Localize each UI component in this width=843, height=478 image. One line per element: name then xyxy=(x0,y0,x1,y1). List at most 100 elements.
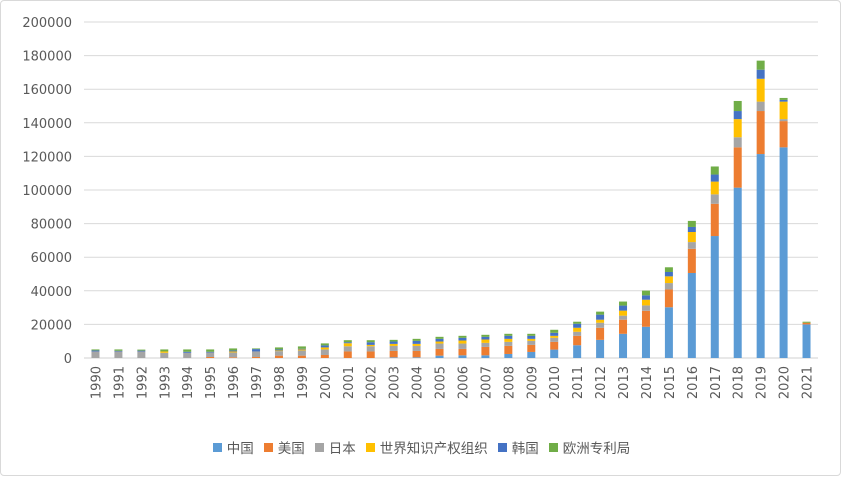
bar-segment xyxy=(343,351,352,358)
bar-segment xyxy=(664,289,673,308)
bar-segment xyxy=(527,344,536,352)
x-tick-label: 2018 xyxy=(732,366,747,399)
bar-segment xyxy=(779,147,788,358)
bar-segment xyxy=(619,315,628,320)
bar-segment xyxy=(779,99,788,102)
y-tick-label: 40000 xyxy=(31,285,72,300)
bar-segment xyxy=(733,111,742,120)
bar-segment xyxy=(641,326,650,358)
bar-segment xyxy=(619,310,628,316)
bar-segment xyxy=(412,350,421,358)
bar-segment xyxy=(527,333,536,336)
x-tick-label: 2001 xyxy=(342,366,357,399)
legend-swatch xyxy=(263,442,273,452)
bar-segment xyxy=(206,352,215,357)
bar-segment xyxy=(710,203,719,237)
bar-segment xyxy=(481,342,490,347)
bar-segment xyxy=(229,357,238,358)
x-tick-label: 2015 xyxy=(663,366,678,399)
bar-segment xyxy=(320,343,329,346)
y-tick-label: 200000 xyxy=(22,16,72,31)
bar-segment xyxy=(206,349,215,352)
bar-segment xyxy=(527,340,536,345)
bar-segment xyxy=(641,310,650,327)
bar-segment xyxy=(596,339,605,358)
bar-segment xyxy=(389,350,398,358)
x-tick-label: 1996 xyxy=(227,366,242,399)
y-tick-label: 60000 xyxy=(31,251,72,266)
bar-segment xyxy=(435,343,444,349)
bar-segment xyxy=(91,350,100,352)
legend-label: 世界知识产权组织 xyxy=(379,441,488,457)
bar-segment xyxy=(229,350,238,352)
bar-segment xyxy=(412,340,421,344)
x-tick-label: 1998 xyxy=(273,366,288,399)
bar-segment xyxy=(756,101,765,112)
x-tick-label: 2005 xyxy=(434,366,449,399)
bar-segment xyxy=(252,349,261,352)
bar-segment xyxy=(297,348,306,350)
y-tick-label: 180000 xyxy=(22,50,72,65)
bar-segment xyxy=(619,305,628,311)
bar-segment xyxy=(481,336,490,340)
bar-segment xyxy=(573,323,582,328)
legend-item: 欧洲专利局 xyxy=(548,437,631,457)
bar-segment xyxy=(756,111,765,155)
x-tick-label: 2003 xyxy=(388,366,403,399)
bar-segment xyxy=(458,337,467,341)
bar-segment xyxy=(366,342,375,345)
x-tick-label: 1995 xyxy=(204,366,219,399)
bar-segment xyxy=(229,348,238,351)
bar-segment xyxy=(458,340,467,344)
bar-segment xyxy=(343,346,352,352)
bar-segment xyxy=(366,344,375,347)
x-tick-label: 1992 xyxy=(135,366,150,399)
bar-segment xyxy=(710,181,719,195)
bar-segment xyxy=(435,336,444,339)
bar-segment xyxy=(343,340,352,343)
bar-segment xyxy=(412,345,421,351)
bar-segment xyxy=(389,341,398,344)
legend-item: 世界知识产权组织 xyxy=(365,437,488,457)
bar-segment xyxy=(481,339,490,343)
bar-segment xyxy=(320,345,329,348)
bar-segment xyxy=(160,352,169,358)
bar-segment xyxy=(664,267,673,272)
bar-segment xyxy=(596,314,605,320)
bar-segment xyxy=(366,351,375,358)
bar-segment xyxy=(343,343,352,347)
legend-swatch xyxy=(548,442,558,452)
bar-segment xyxy=(320,347,329,350)
bar-segment xyxy=(779,101,788,120)
x-tick-label: 1990 xyxy=(89,366,104,399)
y-tick-label: 120000 xyxy=(22,150,72,165)
y-tick-label: 160000 xyxy=(22,83,72,98)
bar-segment xyxy=(756,78,765,102)
legend-label: 日本 xyxy=(328,441,356,457)
bar-segment xyxy=(779,97,788,100)
bar-segment xyxy=(137,351,146,358)
legend-label: 美国 xyxy=(277,441,305,457)
bar-segment xyxy=(641,290,650,296)
bar-segment xyxy=(297,346,306,349)
x-tick-label: 1994 xyxy=(181,366,196,399)
bar-segment xyxy=(458,355,467,358)
bar-segment xyxy=(435,338,444,342)
bar-segment xyxy=(733,100,742,112)
bar-segment xyxy=(183,352,192,358)
bar-segment xyxy=(550,341,559,350)
legend-swatch xyxy=(212,442,222,452)
bar-segment xyxy=(573,335,582,346)
bar-segment xyxy=(183,349,192,352)
bar-segment xyxy=(160,351,169,353)
bar-segment xyxy=(274,349,283,351)
legend-label: 韩国 xyxy=(511,441,539,457)
bar-segment xyxy=(527,351,536,358)
bar-segment xyxy=(573,321,582,324)
legend-label: 欧洲专利局 xyxy=(562,441,631,457)
bar-segment xyxy=(596,327,605,340)
legend-item: 美国 xyxy=(263,437,305,457)
y-tick-label: 100000 xyxy=(22,184,72,199)
legend-item: 中国 xyxy=(212,437,254,457)
